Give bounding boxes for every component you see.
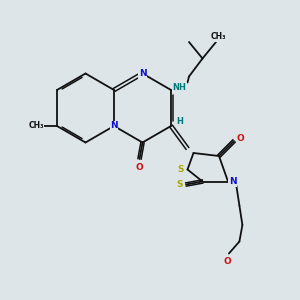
Text: N: N (229, 177, 236, 186)
Text: O: O (237, 134, 244, 142)
Text: CH₃: CH₃ (28, 122, 44, 130)
Text: S: S (176, 180, 183, 189)
Text: S: S (178, 165, 184, 174)
Text: N: N (139, 69, 146, 78)
Text: CH₃: CH₃ (211, 32, 226, 41)
Text: O: O (136, 163, 143, 172)
Text: N: N (110, 122, 118, 130)
Text: O: O (224, 257, 231, 266)
Text: H: H (176, 117, 183, 126)
Text: NH: NH (172, 82, 186, 91)
